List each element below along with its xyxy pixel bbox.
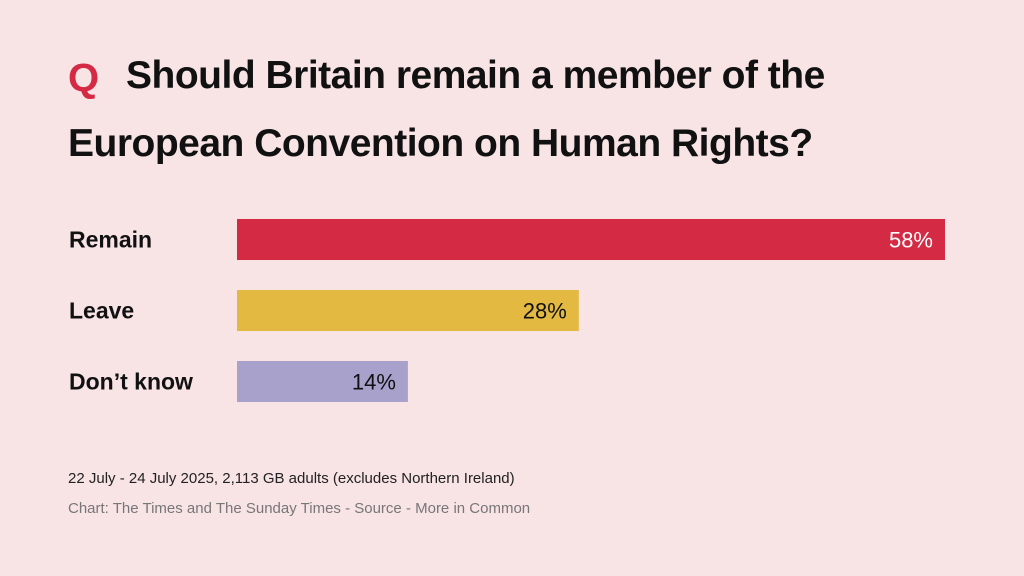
- bar-don-t-know: [237, 361, 408, 402]
- category-label-remain: Remain: [69, 227, 152, 253]
- bar-leave: [237, 290, 579, 331]
- value-label-remain: 58%: [889, 228, 933, 253]
- title-line-1: Should Britain remain a member of the: [126, 54, 825, 97]
- value-label-don-t-know: 14%: [352, 370, 396, 395]
- chart-credit: Chart: The Times and The Sunday Times - …: [68, 500, 531, 517]
- question-mark-icon: Q: [68, 56, 100, 100]
- survey-footnote: 22 July - 24 July 2025, 2,113 GB adults …: [68, 470, 515, 487]
- category-label-don-t-know: Don’t know: [69, 369, 193, 395]
- title-line-2: European Convention on Human Rights?: [68, 122, 813, 165]
- bar-remain: [237, 219, 945, 260]
- value-label-leave: 28%: [523, 299, 567, 324]
- category-label-leave: Leave: [69, 298, 134, 324]
